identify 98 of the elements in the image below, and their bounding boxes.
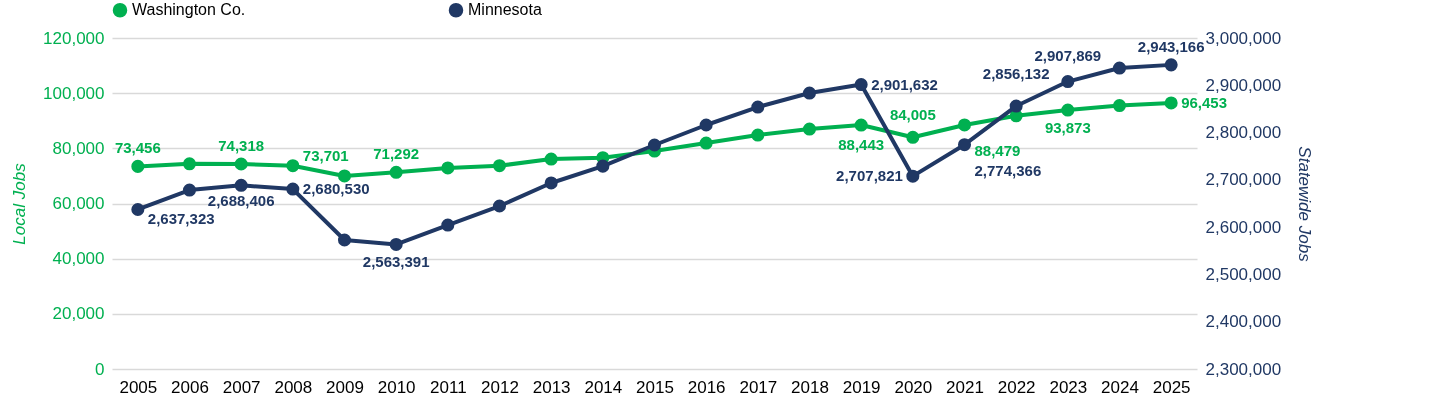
- x-tick-label: 2011: [430, 377, 467, 397]
- point: [802, 122, 817, 136]
- y-tick-label: 20,000: [52, 304, 105, 324]
- x-tick-label: 2006: [171, 377, 209, 397]
- point: [286, 159, 300, 173]
- point: [131, 159, 145, 173]
- point: [286, 182, 300, 196]
- x-tick-label: 2025: [1152, 377, 1191, 397]
- x-tick-label: 2012: [481, 377, 519, 397]
- point: [906, 130, 920, 144]
- data-label: 2,637,323: [147, 210, 215, 228]
- x-tick-label: 2017: [739, 377, 778, 397]
- data-label: 88,479: [974, 141, 1021, 159]
- y-tick-label: 120,000: [43, 28, 105, 48]
- y2-tick-label: 2,500,000: [1205, 264, 1282, 284]
- point: [1164, 58, 1178, 72]
- point: [906, 169, 920, 183]
- data-label: 2,774,366: [974, 161, 1042, 179]
- x-tick-label: 2005: [119, 377, 158, 397]
- point: [337, 169, 352, 183]
- data-label: 2,856,132: [982, 65, 1050, 83]
- y-tick-label: 0: [95, 359, 105, 379]
- y2-tick-label: 2,700,000: [1205, 170, 1282, 190]
- point: [441, 161, 455, 175]
- data-label: 93,873: [1044, 119, 1091, 137]
- y-tick-label: 40,000: [52, 249, 105, 269]
- y-tick-label: 100,000: [43, 83, 105, 103]
- point: [492, 159, 507, 173]
- data-label: 2,907,869: [1034, 46, 1102, 64]
- x-tick-label: 2018: [791, 377, 829, 397]
- point: [389, 165, 403, 179]
- y2-tick-label: 2,800,000: [1205, 123, 1282, 143]
- data-label: 73,701: [302, 146, 349, 164]
- point: [647, 138, 662, 152]
- point: [234, 178, 248, 192]
- legend-label: Minnesota: [468, 1, 542, 19]
- data-label: 2,563,391: [362, 253, 430, 271]
- point: [1061, 103, 1075, 117]
- point: [182, 157, 197, 171]
- point: [234, 157, 248, 171]
- y2-axis-title: Statewide Jobs: [1295, 146, 1315, 263]
- point: [492, 199, 507, 213]
- x-tick-label: 2023: [1049, 377, 1088, 397]
- point: [544, 152, 558, 166]
- point: [1112, 61, 1127, 75]
- x-tick-label: 2022: [997, 377, 1036, 397]
- data-label: 2,680,530: [302, 180, 370, 198]
- x-tick-label: 2007: [222, 377, 261, 397]
- x-tick-label: 2019: [842, 377, 881, 397]
- data-label: 2,901,632: [871, 75, 938, 93]
- x-tick-label: 2009: [326, 377, 364, 397]
- y2-tick-label: 2,300,000: [1205, 359, 1282, 379]
- point: [699, 118, 713, 132]
- data-label: 71,292: [373, 145, 420, 163]
- data-label: 74,318: [218, 137, 265, 155]
- y-axis-title: Local Jobs: [10, 162, 30, 245]
- point: [854, 78, 868, 92]
- data-label: 88,443: [838, 136, 885, 154]
- data-label: 96,453: [1181, 93, 1228, 111]
- x-tick-label: 2021: [946, 377, 984, 397]
- y2-tick-label: 2,600,000: [1205, 217, 1282, 237]
- point: [1009, 99, 1023, 113]
- x-tick-label: 2015: [636, 377, 674, 397]
- x-tick-label: 2010: [377, 377, 416, 397]
- y2-tick-label: 2,400,000: [1205, 312, 1282, 332]
- x-tick-label: 2013: [532, 377, 571, 397]
- x-tick-label: 2020: [894, 377, 933, 397]
- x-tick-label: 2016: [687, 377, 726, 397]
- point: [596, 159, 610, 173]
- point: [751, 100, 765, 114]
- point: [337, 233, 352, 247]
- y2-tick-label: 3,000,000: [1205, 28, 1282, 48]
- data-label: 2,688,406: [207, 192, 275, 210]
- data-label: 2,707,821: [836, 167, 903, 185]
- data-label: 84,005: [889, 106, 936, 124]
- point: [182, 183, 197, 197]
- point: [751, 128, 765, 142]
- x-tick-label: 2024: [1101, 377, 1139, 397]
- point: [854, 118, 868, 132]
- point: [441, 218, 455, 232]
- point: [1061, 75, 1075, 89]
- point: [544, 176, 558, 190]
- x-tick-label: 2008: [274, 377, 313, 397]
- y-tick-label: 80,000: [52, 138, 105, 158]
- point: [131, 202, 145, 216]
- point: [1112, 99, 1127, 113]
- data-label: 2,943,166: [1137, 37, 1205, 55]
- point: [957, 138, 972, 152]
- y-tick-label: 60,000: [52, 194, 105, 213]
- point: [389, 237, 403, 251]
- point: [802, 86, 817, 100]
- legend-label: Washington Co.: [132, 1, 246, 19]
- point: [1164, 96, 1178, 110]
- x-tick-label: 2014: [584, 377, 623, 397]
- point: [699, 136, 713, 150]
- data-label: 73,456: [114, 139, 161, 157]
- point: [957, 118, 972, 132]
- y2-tick-label: 2,900,000: [1205, 75, 1282, 95]
